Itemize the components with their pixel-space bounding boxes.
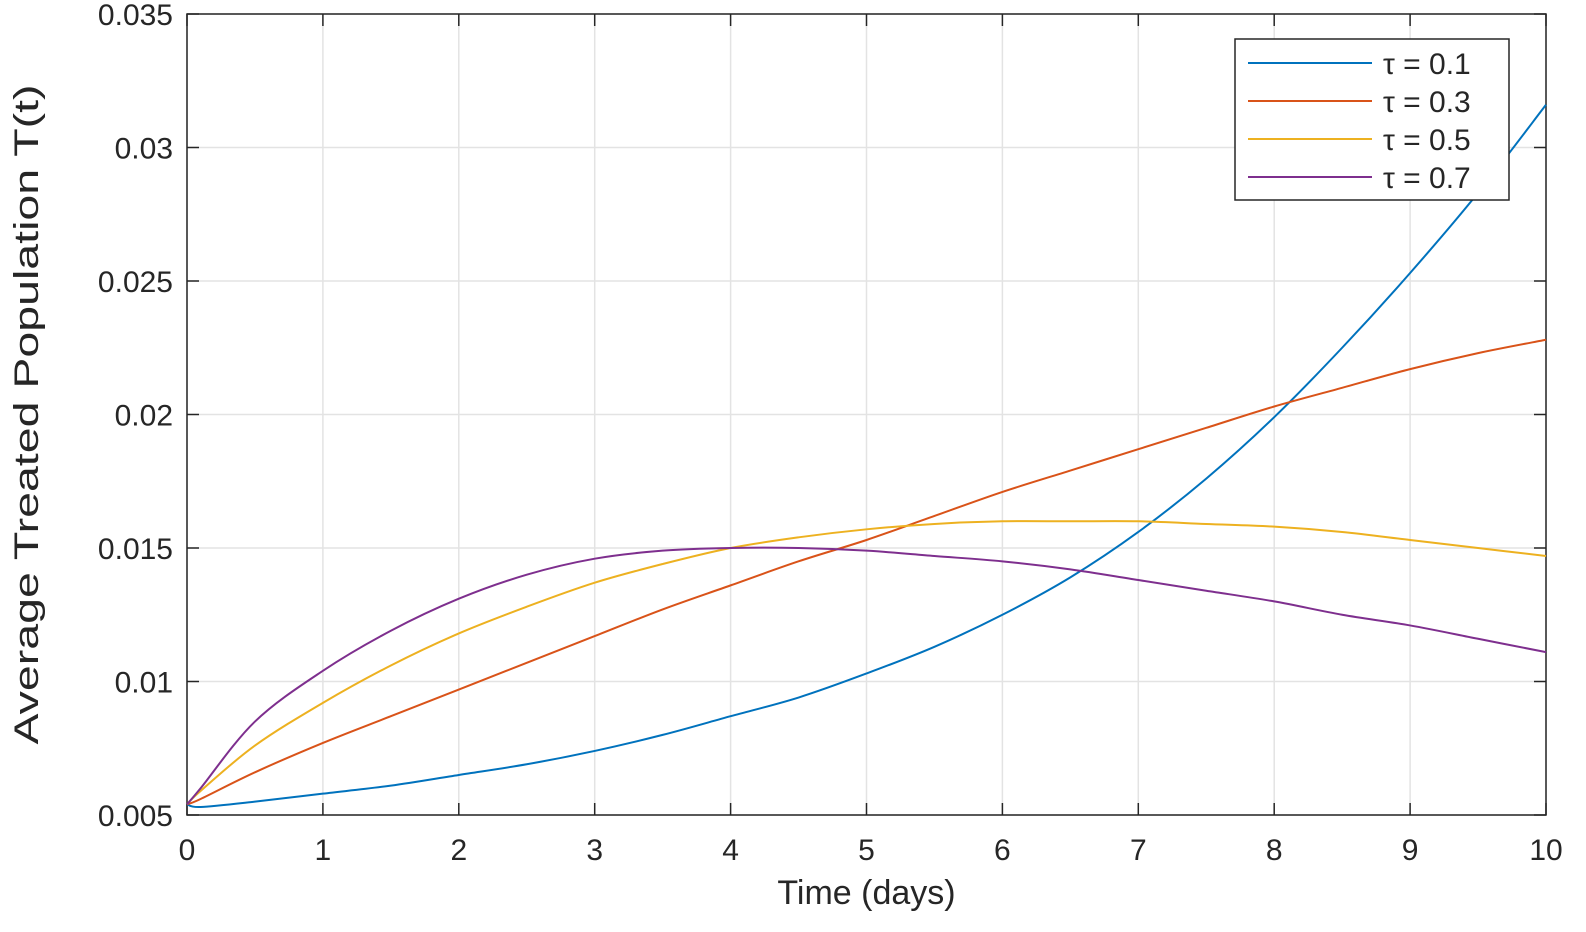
x-tick-label: 5 <box>858 834 875 867</box>
x-tick-label: 2 <box>450 834 467 867</box>
x-tick-label: 4 <box>722 834 739 867</box>
legend: τ = 0.1 τ = 0.3 τ = 0.5 τ = 0.7 <box>1234 38 1510 201</box>
y-tick-label: 0.025 <box>98 266 173 299</box>
legend-label: τ = 0.5 <box>1383 124 1471 157</box>
series-line-3 <box>186 546 1547 805</box>
x-axis-title: Time (days) <box>777 874 955 912</box>
data-series <box>186 104 1547 809</box>
y-tick-label: 0.03 <box>115 133 173 166</box>
x-tick-label: 3 <box>586 834 603 867</box>
x-tick-label: 10 <box>1529 834 1562 867</box>
y-tick-label: 0.005 <box>98 800 173 833</box>
legend-box <box>1234 38 1510 201</box>
series-line-2 <box>186 520 1547 806</box>
x-tick-label: 0 <box>179 834 196 867</box>
y-axis-title: Average Treated Population T(t) <box>8 85 46 745</box>
axis-ticks: 0 1 2 3 4 5 6 7 8 9 10 0.005 0.01 0.015 0.02 0.025 0.03 0… <box>98 0 1563 867</box>
y-tick-label: 0.02 <box>115 400 173 433</box>
y-tick-label: 0.015 <box>98 533 173 566</box>
x-tick-label: 6 <box>994 834 1011 867</box>
legend-label: τ = 0.1 <box>1383 48 1471 81</box>
x-tick-label: 9 <box>1402 834 1419 867</box>
x-tick-label: 8 <box>1266 834 1283 867</box>
legend-label: τ = 0.7 <box>1383 162 1471 195</box>
x-tick-label: 7 <box>1130 834 1147 867</box>
y-tick-label: 0.01 <box>115 667 173 700</box>
x-tick-label: 1 <box>315 834 332 867</box>
y-tick-label: 0.035 <box>98 0 173 32</box>
legend-label: τ = 0.3 <box>1383 86 1471 119</box>
series-line-0 <box>186 104 1547 809</box>
